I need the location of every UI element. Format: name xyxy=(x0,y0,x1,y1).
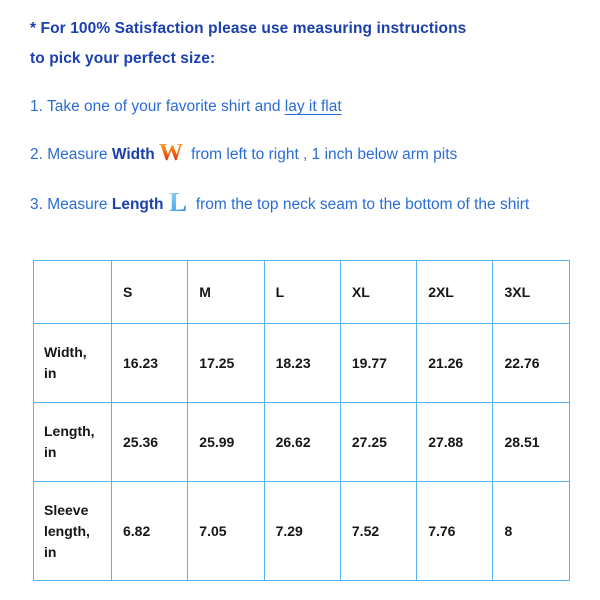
cell-length-l: 26.62 xyxy=(263,402,341,482)
svg-text:W: W xyxy=(159,140,183,165)
cell-sleeve-m: 7.05 xyxy=(187,481,265,581)
intro-line-1: * For 100% Satisfaction please use measu… xyxy=(30,20,467,37)
cell-length-3xl: 28.51 xyxy=(492,402,570,482)
instruction-step-3: 3. Measure Length L from the top neck se… xyxy=(30,187,578,215)
step-2-number: 2. xyxy=(30,146,43,163)
letter-l-icon: L xyxy=(167,187,189,215)
step-2-text-after: from left to right , 1 inch below arm pi… xyxy=(186,146,458,163)
step-3-number: 3. xyxy=(30,196,43,213)
cell-width-xl: 19.77 xyxy=(339,323,418,403)
cell-length-2xl: 27.88 xyxy=(416,402,494,482)
step-3-text-after: from the top neck seam to the bottom of … xyxy=(191,196,530,213)
intro-heading: * For 100% Satisfaction please use measu… xyxy=(30,14,570,74)
table-corner-cell xyxy=(33,260,112,324)
step-1-text-before: Take one of your favorite shirt and xyxy=(42,98,285,115)
column-header-m: M xyxy=(187,260,265,324)
column-header-l: L xyxy=(263,260,341,324)
cell-width-2xl: 21.26 xyxy=(416,323,494,403)
step-3-text-before: Measure xyxy=(42,196,112,213)
cell-width-m: 17.25 xyxy=(187,323,265,403)
row-label-length-line2: in xyxy=(44,444,57,460)
instruction-step-2: 2. Measure Width W from left to r xyxy=(30,139,578,165)
cell-sleeve-s: 6.82 xyxy=(110,481,189,581)
step-1-number: 1. xyxy=(30,98,43,115)
cell-sleeve-3xl: 8 xyxy=(492,481,570,581)
column-header-xl: XL xyxy=(339,260,418,324)
row-label-length: Length, in xyxy=(33,402,112,482)
intro-line-2: to pick your perfect size: xyxy=(30,50,216,67)
letter-w-icon: W xyxy=(158,139,184,165)
column-header-s: S xyxy=(110,260,189,324)
column-header-3xl: 3XL xyxy=(492,260,570,324)
row-label-sleeve-length: Sleeve length, in xyxy=(33,481,112,581)
cell-length-xl: 27.25 xyxy=(339,402,418,482)
instruction-step-1: 1. Take one of your favorite shirt and l… xyxy=(30,96,578,117)
cell-length-s: 25.36 xyxy=(110,402,189,482)
cell-length-m: 25.99 xyxy=(187,402,265,482)
table-row-length: Length, in 25.36 25.99 26.62 27.25 27.88… xyxy=(33,402,570,482)
size-chart-table: S M L XL 2XL 3XL Width, in 16.23 17.25 1… xyxy=(33,260,570,581)
cell-width-s: 16.23 xyxy=(110,323,189,403)
row-label-sleeve-line2: length, xyxy=(44,522,90,539)
row-label-sleeve-line3: in xyxy=(44,543,57,560)
row-label-length-line1: Length, xyxy=(44,423,95,439)
row-label-width: Width, in xyxy=(33,323,112,403)
cell-sleeve-2xl: 7.76 xyxy=(416,481,494,581)
instruction-list: 1. Take one of your favorite shirt and l… xyxy=(30,96,578,215)
row-label-width-line1: Width, xyxy=(44,344,87,360)
step-2-text-before: Measure xyxy=(42,146,112,163)
cell-sleeve-xl: 7.52 xyxy=(339,481,418,581)
cell-width-l: 18.23 xyxy=(263,323,341,403)
column-header-2xl: 2XL xyxy=(416,260,494,324)
step-2-keyword: Width xyxy=(111,146,155,163)
table-row-sleeve-length: Sleeve length, in 6.82 7.05 7.29 7.52 7.… xyxy=(33,481,570,581)
cell-width-3xl: 22.76 xyxy=(492,323,570,403)
table-row-width: Width, in 16.23 17.25 18.23 19.77 21.26 … xyxy=(33,323,570,403)
step-3-keyword: Length xyxy=(111,196,164,213)
step-1-underlined-text: lay it flat xyxy=(284,98,342,115)
table-header-row: S M L XL 2XL 3XL xyxy=(33,260,570,324)
row-label-sleeve-line1: Sleeve xyxy=(44,501,89,518)
cell-sleeve-l: 7.29 xyxy=(263,481,341,581)
row-label-width-line2: in xyxy=(44,365,57,381)
svg-text:L: L xyxy=(169,187,187,215)
